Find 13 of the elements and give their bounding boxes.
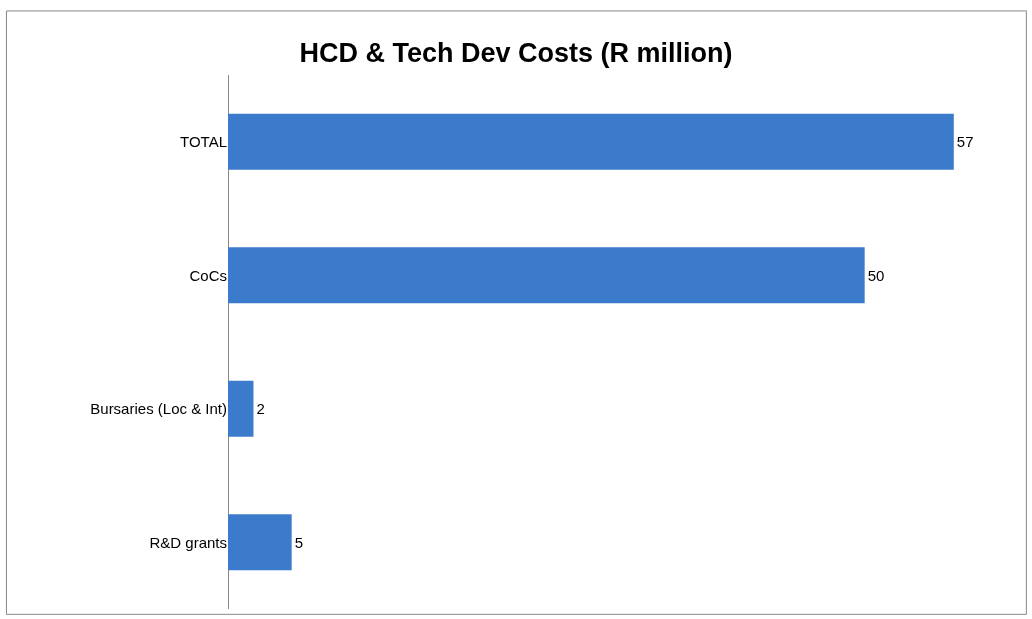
bar xyxy=(228,247,865,304)
chart-title: HCD & Tech Dev Costs (R million) xyxy=(299,38,733,69)
bar xyxy=(228,514,292,571)
y-tick-label: R&D grants xyxy=(149,533,227,551)
data-label: 2 xyxy=(256,400,265,418)
data-label: 50 xyxy=(867,266,885,284)
y-tick-label: TOTAL xyxy=(180,133,227,150)
y-tick-label: CoCs xyxy=(189,266,227,284)
bar xyxy=(228,113,954,170)
y-tick-label: Bursaries (Loc & Int) xyxy=(90,400,227,417)
data-label: 57 xyxy=(956,133,974,151)
data-label: 5 xyxy=(294,533,304,551)
bar xyxy=(228,380,254,437)
